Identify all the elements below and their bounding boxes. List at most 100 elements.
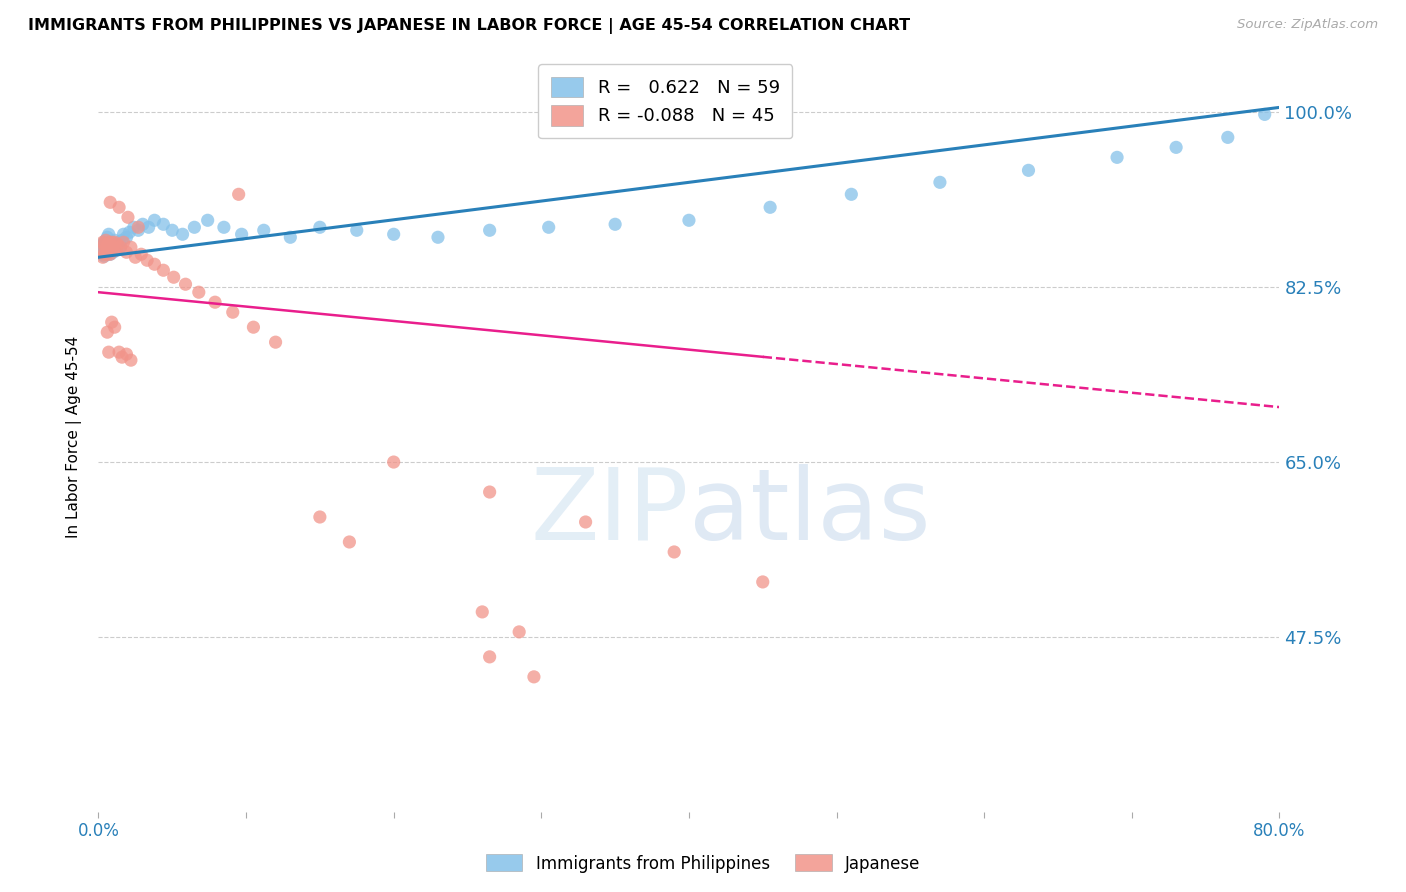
Point [138,220,160,235]
Point [96,247,118,261]
Point [100,244,122,258]
Point [100,235,122,250]
Point [575,515,598,529]
Point [94,240,117,254]
Point [478,649,501,664]
Point [152,217,174,231]
Point [96,325,118,339]
Point [115,347,138,361]
Point [129,247,152,261]
Point [212,220,235,235]
Text: Source: ZipAtlas.com: Source: ZipAtlas.com [1237,18,1378,31]
Point [98,247,121,261]
Point [111,233,134,247]
Point [97,235,120,250]
Point [104,320,127,334]
Point [309,220,332,235]
Point [187,285,209,300]
Point [110,240,132,254]
Point [143,213,166,227]
Point [100,315,122,329]
Point [100,244,122,258]
Point [280,230,302,244]
Point [97,235,120,250]
Point [222,305,245,319]
Point [759,200,782,214]
Point [478,485,501,500]
Point [508,624,530,639]
Point [172,227,194,242]
Point [523,670,546,684]
Text: ZIP: ZIP [530,464,689,560]
Point [98,247,121,261]
Point [127,223,149,237]
Point [929,175,952,189]
Point [1018,163,1040,178]
Point [197,213,219,227]
Point [91,244,114,258]
Point [183,220,205,235]
Point [104,233,127,247]
Point [90,245,112,260]
Point [105,244,128,258]
Point [103,245,125,260]
Point [264,335,287,350]
Point [108,345,131,359]
Point [96,245,118,260]
Point [339,535,361,549]
Point [1166,140,1188,154]
Point [90,247,112,261]
Point [93,235,115,250]
Point [103,240,125,254]
Point [162,223,183,237]
Point [678,213,700,227]
Point [143,257,166,271]
Point [605,217,627,231]
Point [427,230,450,244]
Text: IMMIGRANTS FROM PHILIPPINES VS JAPANESE IN LABOR FORCE | AGE 45-54 CORRELATION C: IMMIGRANTS FROM PHILIPPINES VS JAPANESE … [28,18,910,34]
Point [100,235,122,250]
Point [98,240,121,254]
Point [104,241,127,255]
Point [120,353,142,368]
Point [163,270,186,285]
Point [122,220,145,235]
Point [228,187,250,202]
Point [93,237,115,252]
Point [91,235,114,250]
Point [112,235,135,250]
Point [103,238,125,252]
Point [242,320,264,334]
Point [117,211,139,225]
Point [204,295,226,310]
Point [127,220,149,235]
Point [664,545,686,559]
Point [111,350,134,364]
Point [97,244,120,258]
Point [108,200,131,214]
Point [93,249,115,263]
Point [1107,150,1129,164]
Point [231,227,253,242]
Point [105,237,128,252]
Point [98,195,121,210]
Point [98,239,121,253]
Point [115,245,138,260]
Point [253,223,276,237]
Point [537,220,560,235]
Point [97,345,120,359]
Point [91,250,114,264]
Point [471,605,494,619]
Point [752,574,775,589]
Point [1254,107,1277,121]
Point [120,240,142,254]
Point [96,230,118,244]
Point [132,217,155,231]
Point [107,240,129,254]
Point [309,510,332,524]
Point [152,263,174,277]
Point [118,225,141,239]
Point [96,237,118,252]
Point [94,233,117,247]
Legend: Immigrants from Philippines, Japanese: Immigrants from Philippines, Japanese [479,847,927,880]
